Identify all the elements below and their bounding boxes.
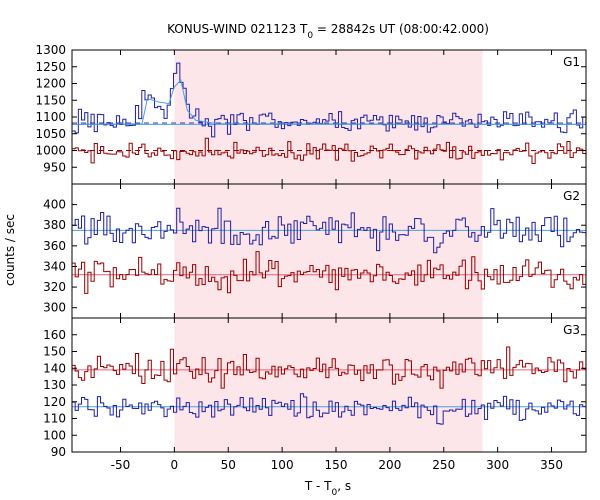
x-axis-label-main: T - T	[304, 479, 332, 493]
x-tick-label: 350	[540, 458, 563, 472]
y-tick-label: 300	[43, 301, 66, 315]
chart-title-rest: = 28842s UT (08:00:42.000)	[313, 22, 489, 36]
panel-label-g2: G2	[563, 189, 580, 203]
panel-plot-area	[72, 346, 586, 425]
chart-title-main: KONUS-WIND 021123 T	[167, 22, 308, 36]
panel-plot-area	[72, 62, 586, 164]
y-tick-label: 1250	[35, 60, 66, 74]
x-tick-label: 100	[271, 458, 294, 472]
x-tick-label: 300	[486, 458, 509, 472]
y-tick-label: 400	[43, 198, 66, 212]
y-tick-label: 130	[43, 378, 66, 392]
x-tick-label: 200	[378, 458, 401, 472]
chart-title: KONUS-WIND 021123 T0 = 28842s UT (08:00:…	[167, 22, 489, 41]
burst-fit-curve	[72, 79, 586, 125]
panel-label-g3: G3	[563, 323, 580, 337]
y-tick-label: 1200	[35, 77, 66, 91]
series-red-step	[72, 137, 586, 164]
y-tick-label: 140	[43, 361, 66, 375]
y-axis-label: counts / sec	[3, 214, 17, 286]
y-tick-label: 110	[43, 412, 66, 426]
series-blue-step	[72, 207, 586, 254]
y-tick-label: 1150	[35, 93, 66, 107]
y-tick-label: 950	[43, 160, 66, 174]
panel-g2: 300 320 340 360 380 400 G2	[43, 183, 587, 319]
panel-plot-area	[72, 207, 586, 294]
y-tick-label: 1300	[35, 43, 66, 57]
y-tick-label: 340	[43, 259, 66, 273]
y-tick-label: 90	[51, 445, 66, 459]
series-blue-step	[72, 62, 586, 138]
x-axis-label: T - T0, s	[304, 479, 351, 498]
panel-g3: 90 100 110 120 130 140 150 160 G3	[43, 317, 587, 459]
series-red-step	[72, 251, 586, 294]
y-tick-label: 150	[43, 345, 66, 359]
chart-title-subscript: 0	[307, 31, 313, 41]
y-tick-label: 380	[43, 218, 66, 232]
y-tick-label: 320	[43, 280, 66, 294]
y-tick-label: 100	[43, 428, 66, 442]
x-tick-label: 0	[171, 458, 179, 472]
y-tick-label: 160	[43, 328, 66, 342]
series-red-step	[72, 346, 586, 389]
x-axis-label-rest: , s	[337, 479, 351, 493]
plot-layer: 9501000105011001150120012501300G13003203…	[35, 43, 587, 472]
y-tick-label: 360	[43, 239, 66, 253]
x-tick-label: 250	[432, 458, 455, 472]
x-axis-label-subscript: 0	[332, 488, 338, 498]
y-tick-label: 1100	[35, 110, 66, 124]
series-blue-step	[72, 393, 586, 425]
x-tick-label: -50	[111, 458, 131, 472]
x-tick-label: 150	[325, 458, 348, 472]
panel-label-g1: G1	[563, 55, 580, 69]
x-tick-label: 50	[221, 458, 236, 472]
y-tick-label: 1050	[35, 127, 66, 141]
panel-g1: 950 1000 1050 1100 1150 1200 1250 1300 G1	[35, 43, 587, 185]
y-tick-label: 1000	[35, 144, 66, 158]
y-tick-label: 120	[43, 395, 66, 409]
